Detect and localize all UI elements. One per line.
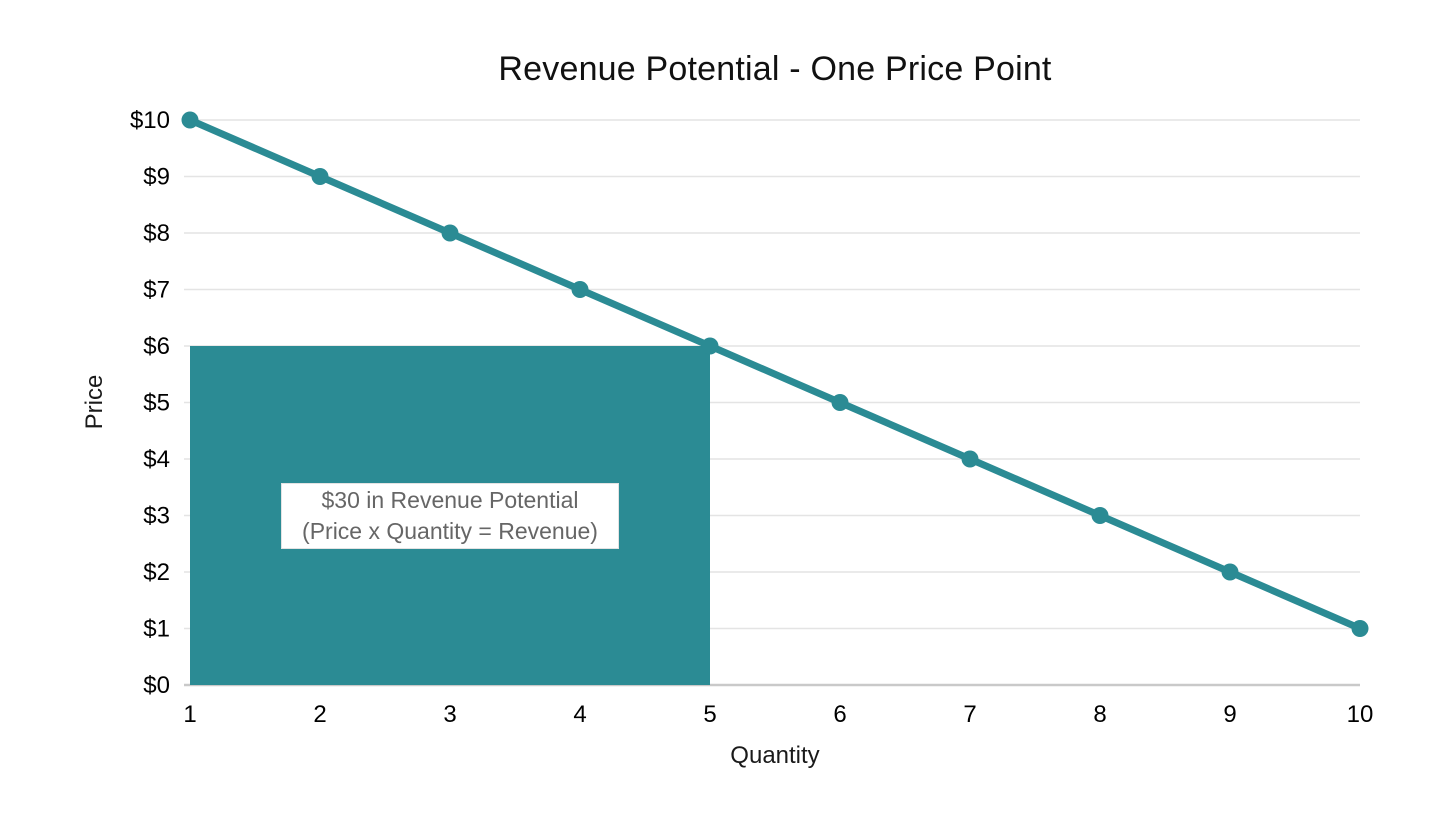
x-tick-label: 6 (833, 701, 846, 728)
x-tick-label: 10 (1347, 701, 1374, 728)
y-tick-label: $4 (143, 446, 170, 473)
data-point (961, 450, 979, 468)
x-tick-label: 9 (1223, 701, 1236, 728)
y-tick-label: $2 (143, 559, 170, 586)
y-tick-label: $10 (130, 107, 170, 134)
data-point (701, 337, 719, 355)
y-tick-label: $9 (143, 164, 170, 191)
data-point (1091, 507, 1109, 524)
chart-title: Revenue Potential - One Price Point (498, 50, 1052, 88)
data-point (311, 168, 329, 185)
y-tick-label: $8 (143, 220, 170, 247)
x-tick-label: 8 (1093, 701, 1106, 728)
y-axis-title: Price (81, 374, 108, 430)
x-axis-title: Quantity (730, 742, 820, 769)
y-tick-label: $1 (143, 616, 170, 643)
x-tick-label: 1 (183, 701, 196, 728)
data-point (441, 224, 459, 242)
x-tick-label: 5 (703, 701, 716, 728)
y-tick-label: $3 (143, 503, 170, 530)
x-tick-label: 4 (573, 701, 586, 728)
data-point (571, 281, 589, 298)
data-point (1221, 563, 1239, 581)
y-tick-label: $7 (143, 277, 170, 304)
data-point (1351, 620, 1369, 637)
y-tick-label: $5 (143, 390, 170, 417)
x-tick-label: 7 (963, 701, 976, 728)
demand-line (186, 116, 1364, 632)
data-point (831, 394, 849, 411)
x-tick-label: 3 (443, 701, 456, 728)
y-tick-label: $6 (143, 333, 170, 360)
annotation-line1: $30 in Revenue Potential (321, 487, 579, 513)
revenue-annotation: $30 in Revenue Potential (Price x Quanti… (281, 483, 619, 549)
data-point (181, 111, 199, 129)
y-tick-label: $0 (143, 672, 170, 699)
x-tick-label: 2 (313, 701, 326, 728)
annotation-line2: (Price x Quantity = Revenue) (302, 518, 598, 544)
